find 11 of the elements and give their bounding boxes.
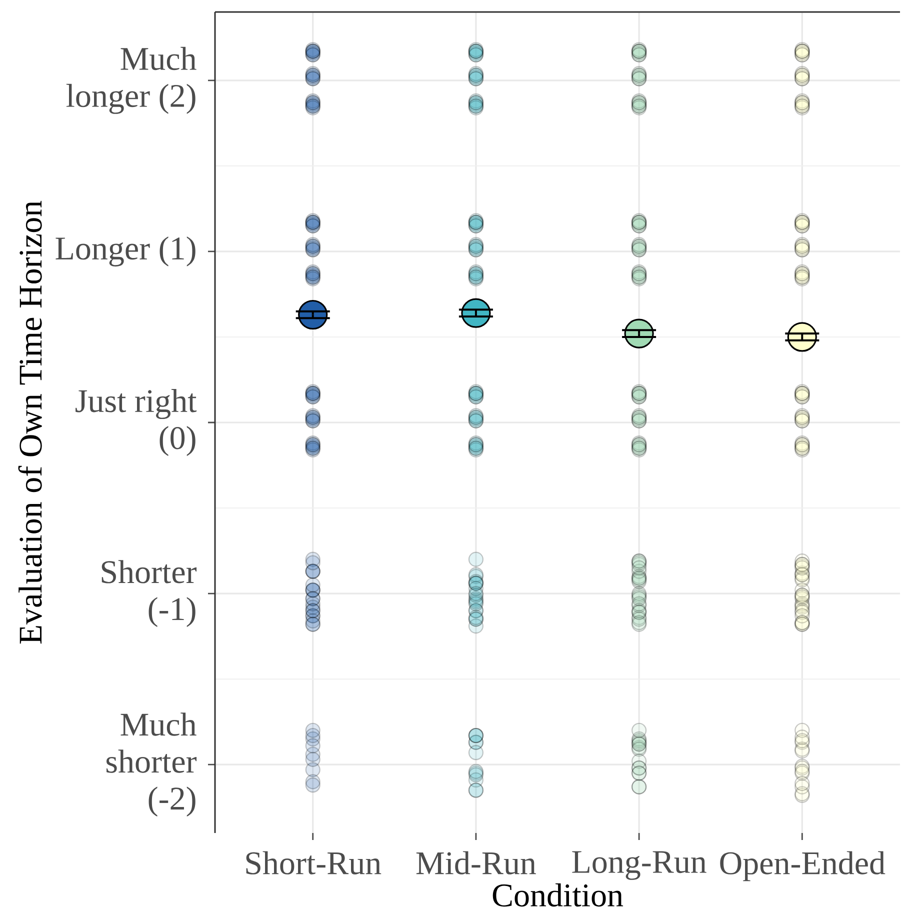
x-tick-label: Short-Run [246, 851, 382, 874]
x-tick-label: Open-Ended [720, 851, 886, 882]
y-tick-label: Much shorter (-2) [106, 712, 197, 817]
x-axis-title: Condition [492, 883, 624, 907]
y-tick-label: Just right (0) [76, 389, 197, 456]
y-axis-title: Evaluation of Own Time Horizon [18, 200, 42, 644]
x-tick-label: Long-Run [572, 851, 706, 880]
x-tick-label: Mid-Run [416, 851, 536, 874]
y-tick-label: Much longer (2) [66, 46, 196, 114]
y-tick-label: Longer (1) [56, 236, 196, 266]
y-tick-label: Shorter (-1) [102, 560, 197, 628]
